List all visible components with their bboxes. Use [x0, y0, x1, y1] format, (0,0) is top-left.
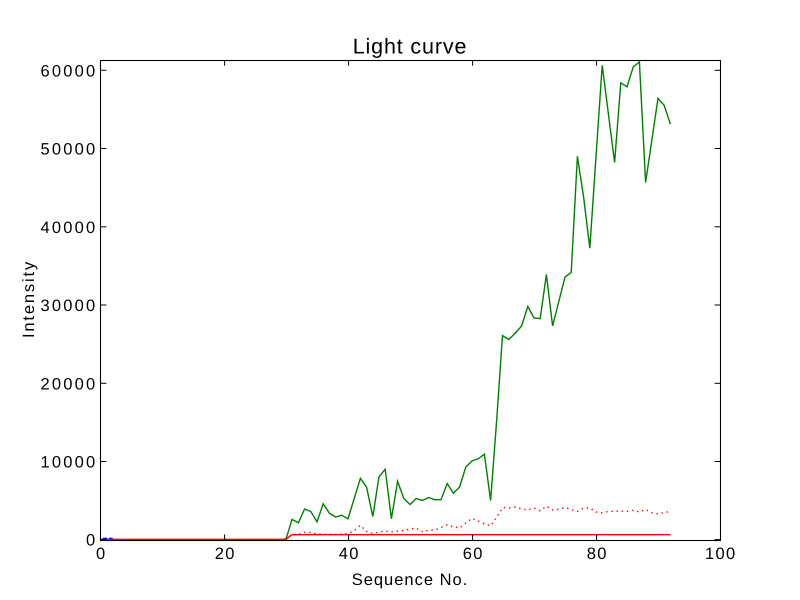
svg-text:60: 60 [463, 545, 484, 563]
svg-text:Light curve: Light curve [353, 34, 468, 58]
svg-text:20000: 20000 [41, 375, 98, 393]
svg-text:80: 80 [587, 545, 608, 563]
svg-text:20: 20 [215, 545, 236, 563]
svg-text:40: 40 [339, 545, 360, 563]
svg-text:60000: 60000 [41, 62, 98, 80]
svg-text:Intensity: Intensity [20, 260, 38, 338]
svg-text:10000: 10000 [41, 454, 98, 472]
svg-text:50000: 50000 [41, 141, 98, 159]
svg-text:40000: 40000 [41, 219, 98, 237]
svg-text:0: 0 [86, 532, 97, 550]
svg-text:100: 100 [705, 545, 736, 563]
svg-text:Sequence No.: Sequence No. [352, 571, 469, 589]
svg-text:30000: 30000 [41, 297, 98, 315]
svg-text:0: 0 [96, 545, 106, 563]
